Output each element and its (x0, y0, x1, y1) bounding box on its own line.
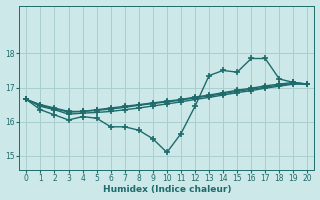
X-axis label: Humidex (Indice chaleur): Humidex (Indice chaleur) (103, 185, 231, 194)
